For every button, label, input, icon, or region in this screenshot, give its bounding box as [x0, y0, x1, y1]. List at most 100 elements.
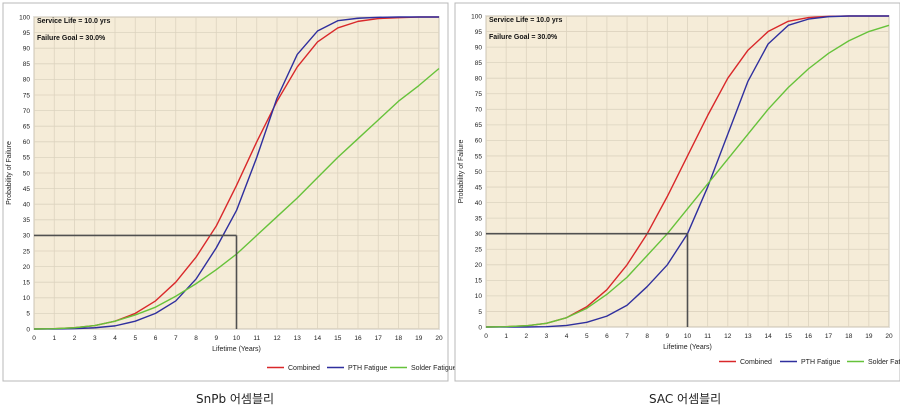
x-tick-label: 1: [52, 335, 56, 342]
caption-snpb: SnPb 어셈블리: [196, 392, 275, 406]
y-tick-label: 60: [23, 139, 31, 146]
series-line-solder: [485, 24, 890, 328]
legend-label-pth: PTH Fatigue: [801, 359, 840, 366]
y-tick-label: 75: [475, 91, 483, 98]
y-tick-label: 70: [475, 107, 483, 114]
y-tick-label: 65: [475, 122, 483, 129]
y-tick-label: 15: [23, 280, 31, 287]
y-tick-label: 80: [475, 76, 483, 83]
y-tick-label: 0: [26, 326, 30, 333]
y-tick-label: 30: [23, 233, 31, 240]
x-tick-label: 0: [484, 333, 488, 340]
x-tick-label: 5: [585, 333, 589, 340]
x-tick-label: 13: [744, 333, 752, 340]
x-tick-label: 5: [133, 335, 137, 342]
x-tick-label: 3: [93, 335, 97, 342]
x-axis-label: Lifetime (Years): [212, 346, 261, 353]
annotation-1: Failure Goal = 30.0%: [37, 35, 106, 42]
y-tick-label: 40: [23, 202, 31, 209]
y-tick-label: 25: [23, 248, 31, 255]
y-tick-label: 50: [475, 169, 483, 176]
y-tick-label: 35: [23, 217, 31, 224]
y-tick-label: 35: [475, 215, 483, 222]
x-tick-label: 14: [764, 333, 772, 340]
x-tick-label: 14: [314, 335, 322, 342]
x-tick-label: 12: [273, 335, 281, 342]
x-tick-label: 18: [395, 335, 403, 342]
x-tick-label: 11: [704, 333, 711, 340]
y-tick-label: 95: [475, 29, 483, 36]
x-tick-label: 15: [334, 335, 342, 342]
x-tick-label: 9: [214, 335, 218, 342]
x-tick-label: 6: [605, 333, 609, 340]
x-tick-label: 20: [885, 333, 893, 340]
y-tick-label: 90: [475, 44, 483, 51]
x-tick-label: 7: [174, 335, 178, 342]
legend-label-solder: Solder Fatigue: [411, 365, 457, 372]
x-tick-label: 10: [233, 335, 241, 342]
x-axis-label: Lifetime (Years): [663, 344, 712, 351]
y-axis-label: Probability of Failure: [458, 139, 465, 203]
y-tick-label: 90: [23, 46, 31, 53]
y-tick-label: 85: [475, 60, 483, 67]
annotation-0: Service Life = 10.0 yrs: [489, 17, 562, 24]
y-tick-label: 65: [23, 124, 31, 131]
y-tick-label: 70: [23, 108, 31, 115]
x-tick-label: 15: [785, 333, 793, 340]
x-tick-label: 9: [666, 333, 670, 340]
x-tick-label: 20: [435, 335, 443, 342]
y-axis-label: Probability of Failure: [6, 141, 13, 205]
y-tick-label: 55: [475, 153, 483, 160]
x-tick-label: 7: [625, 333, 629, 340]
x-tick-label: 19: [415, 335, 423, 342]
x-tick-label: 17: [375, 335, 383, 342]
x-tick-label: 3: [545, 333, 549, 340]
x-tick-label: 2: [73, 335, 77, 342]
y-tick-label: 55: [23, 155, 31, 162]
y-tick-label: 10: [475, 293, 483, 300]
x-tick-label: 6: [154, 335, 158, 342]
y-tick-label: 5: [478, 309, 482, 316]
x-tick-label: 8: [194, 335, 198, 342]
chart-panel-0: 0 1 2 3 4 5 6 7 8 9 10 11 12 13 14 15 16 17 18 19 2005101520…: [2, 2, 457, 382]
y-tick-label: 5: [26, 311, 30, 318]
series-line-pth: [34, 16, 439, 330]
y-tick-label: 60: [475, 138, 483, 145]
y-tick-label: 20: [23, 264, 31, 271]
y-tick-label: 85: [23, 61, 31, 68]
caption-sac: SAC 어셈블리: [649, 392, 722, 406]
y-tick-label: 75: [23, 92, 31, 99]
y-tick-label: 10: [23, 295, 31, 302]
y-tick-label: 45: [23, 186, 31, 193]
annotation-0: Service Life = 10.0 yrs: [37, 18, 110, 25]
y-tick-label: 30: [475, 231, 483, 238]
x-tick-label: 19: [865, 333, 873, 340]
legend-label-combined: Combined: [740, 359, 772, 366]
x-tick-label: 4: [113, 335, 117, 342]
y-tick-label: 0: [478, 324, 482, 331]
annotation-1: Failure Goal = 30.0%: [489, 34, 558, 41]
x-tick-label: 2: [524, 333, 528, 340]
y-tick-label: 100: [19, 14, 30, 21]
y-tick-label: 100: [471, 13, 482, 20]
y-tick-label: 40: [475, 200, 483, 207]
x-tick-label: 17: [825, 333, 833, 340]
x-tick-label: 4: [565, 333, 569, 340]
y-tick-label: 50: [23, 170, 31, 177]
y-tick-label: 20: [475, 262, 483, 269]
x-tick-label: 10: [684, 333, 692, 340]
x-tick-label: 12: [724, 333, 732, 340]
y-tick-label: 45: [475, 184, 483, 191]
legend-label-pth: PTH Fatigue: [348, 365, 387, 372]
x-tick-label: 11: [253, 335, 260, 342]
x-tick-label: 16: [805, 333, 813, 340]
x-tick-label: 1: [504, 333, 508, 340]
legend-label-solder: Solder Fatigue: [868, 359, 900, 366]
x-tick-label: 8: [645, 333, 649, 340]
y-tick-label: 15: [475, 278, 483, 285]
chart-panel-1: 0 1 2 3 4 5 6 7 8 9 10 11 12 13 14 15 16 17 18 19 2005101520…: [454, 2, 900, 382]
x-tick-label: 18: [845, 333, 853, 340]
y-tick-label: 95: [23, 30, 31, 37]
